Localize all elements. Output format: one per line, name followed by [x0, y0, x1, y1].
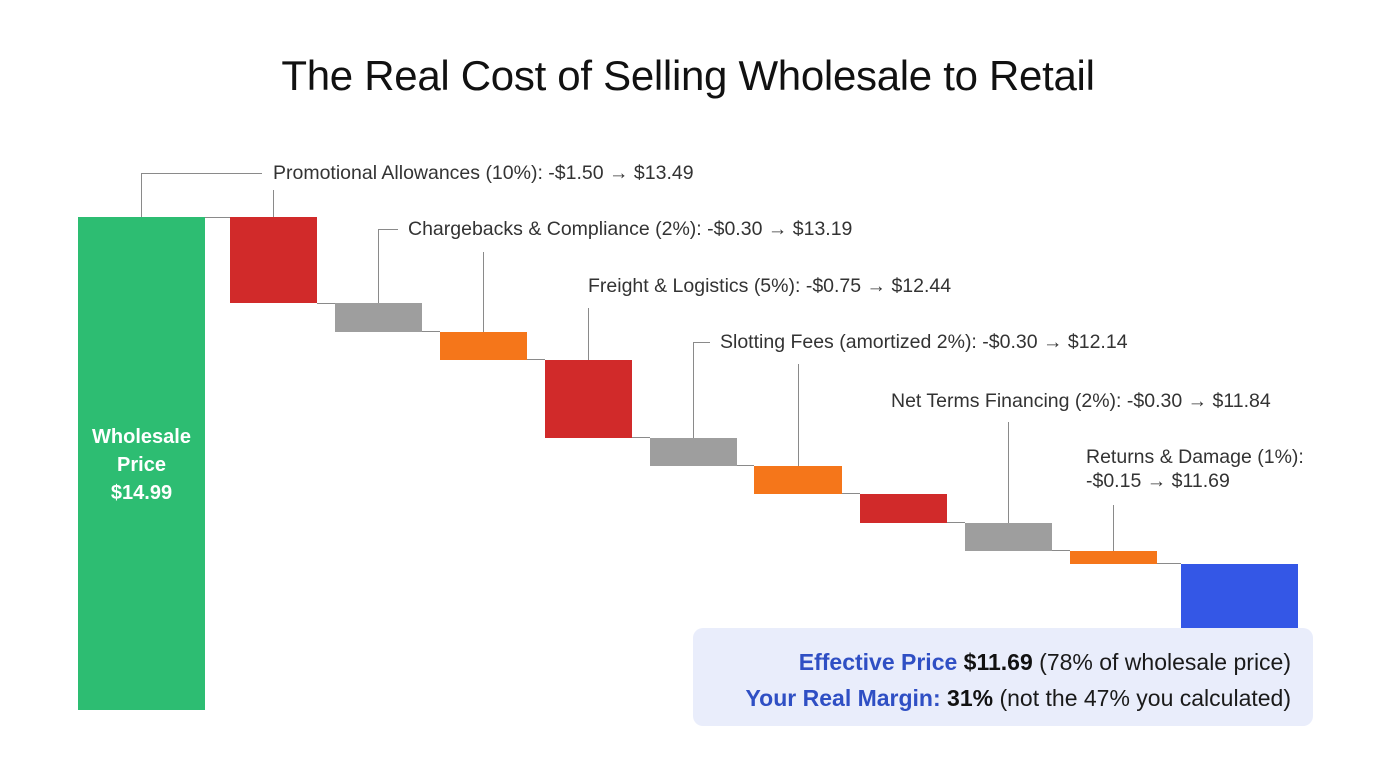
bar-promotional-allowances — [230, 217, 317, 303]
label-net-terms: Net Terms Financing (2%): -$0.30 → $11.8… — [891, 390, 1271, 412]
wholesale-price-label: Wholesale Price $14.99 — [92, 426, 191, 504]
leader-line — [378, 229, 379, 303]
leader-line — [273, 190, 274, 217]
leader-line — [378, 229, 398, 230]
bar-wholesale-price — [78, 217, 205, 710]
bar-slotting-fees — [650, 438, 737, 466]
real-margin-note: (not the 47% you calculated) — [999, 685, 1291, 711]
connector — [842, 493, 860, 494]
real-margin-key: Your Real Margin: — [745, 685, 941, 711]
leader-line — [693, 342, 710, 343]
effective-price-key: Effective Price — [798, 649, 958, 675]
real-margin-value: 31% — [947, 685, 994, 711]
bar-step-red-2 — [545, 360, 632, 438]
label-chargebacks: Chargebacks & Compliance (2%): -$0.30 → … — [408, 218, 853, 240]
connector — [947, 522, 965, 523]
effective-price-note: (78% of wholesale price) — [1039, 649, 1291, 675]
bar-returns-damage — [1070, 551, 1157, 564]
label-promotional-allowances: Promotional Allowances (10%): -$1.50 → $… — [273, 162, 694, 184]
leader-line — [693, 342, 694, 438]
leader-line — [483, 252, 484, 332]
bar-step-orange-2 — [754, 466, 842, 494]
bar-step-red-3 — [860, 494, 947, 523]
real-margin-line: Your Real Margin: 31% (not the 47% you c… — [693, 680, 1291, 716]
label-freight: Freight & Logistics (5%): -$0.75 → $12.4… — [588, 275, 952, 297]
connector — [317, 303, 335, 304]
leader-line — [588, 308, 589, 360]
leader-line — [141, 173, 262, 174]
connector — [737, 465, 754, 466]
leader-line — [798, 364, 799, 466]
leader-line — [1008, 422, 1009, 523]
label-slotting-fees: Slotting Fees (amortized 2%): -$0.30 → $… — [720, 331, 1128, 353]
leader-line — [141, 173, 142, 217]
bar-freight — [440, 332, 527, 360]
connector — [422, 331, 440, 332]
connector — [632, 437, 650, 438]
effective-price-line: Effective Price $11.69 (78% of wholesale… — [693, 644, 1291, 680]
effective-price-value: $11.69 — [963, 649, 1033, 675]
connector — [1157, 563, 1181, 564]
connector — [527, 359, 545, 360]
chart-title: The Real Cost of Selling Wholesale to Re… — [281, 52, 1095, 99]
label-returns-damage: Returns & Damage (1%): -$0.15 → $11.69 — [1086, 446, 1304, 492]
summary-callout: Effective Price $11.69 (78% of wholesale… — [693, 628, 1313, 726]
leader-line — [1113, 505, 1114, 551]
bar-effective-price — [1181, 564, 1298, 628]
bar-chargebacks — [335, 303, 422, 332]
connector — [1052, 550, 1070, 551]
connector — [205, 217, 230, 218]
bar-net-terms — [965, 523, 1052, 551]
